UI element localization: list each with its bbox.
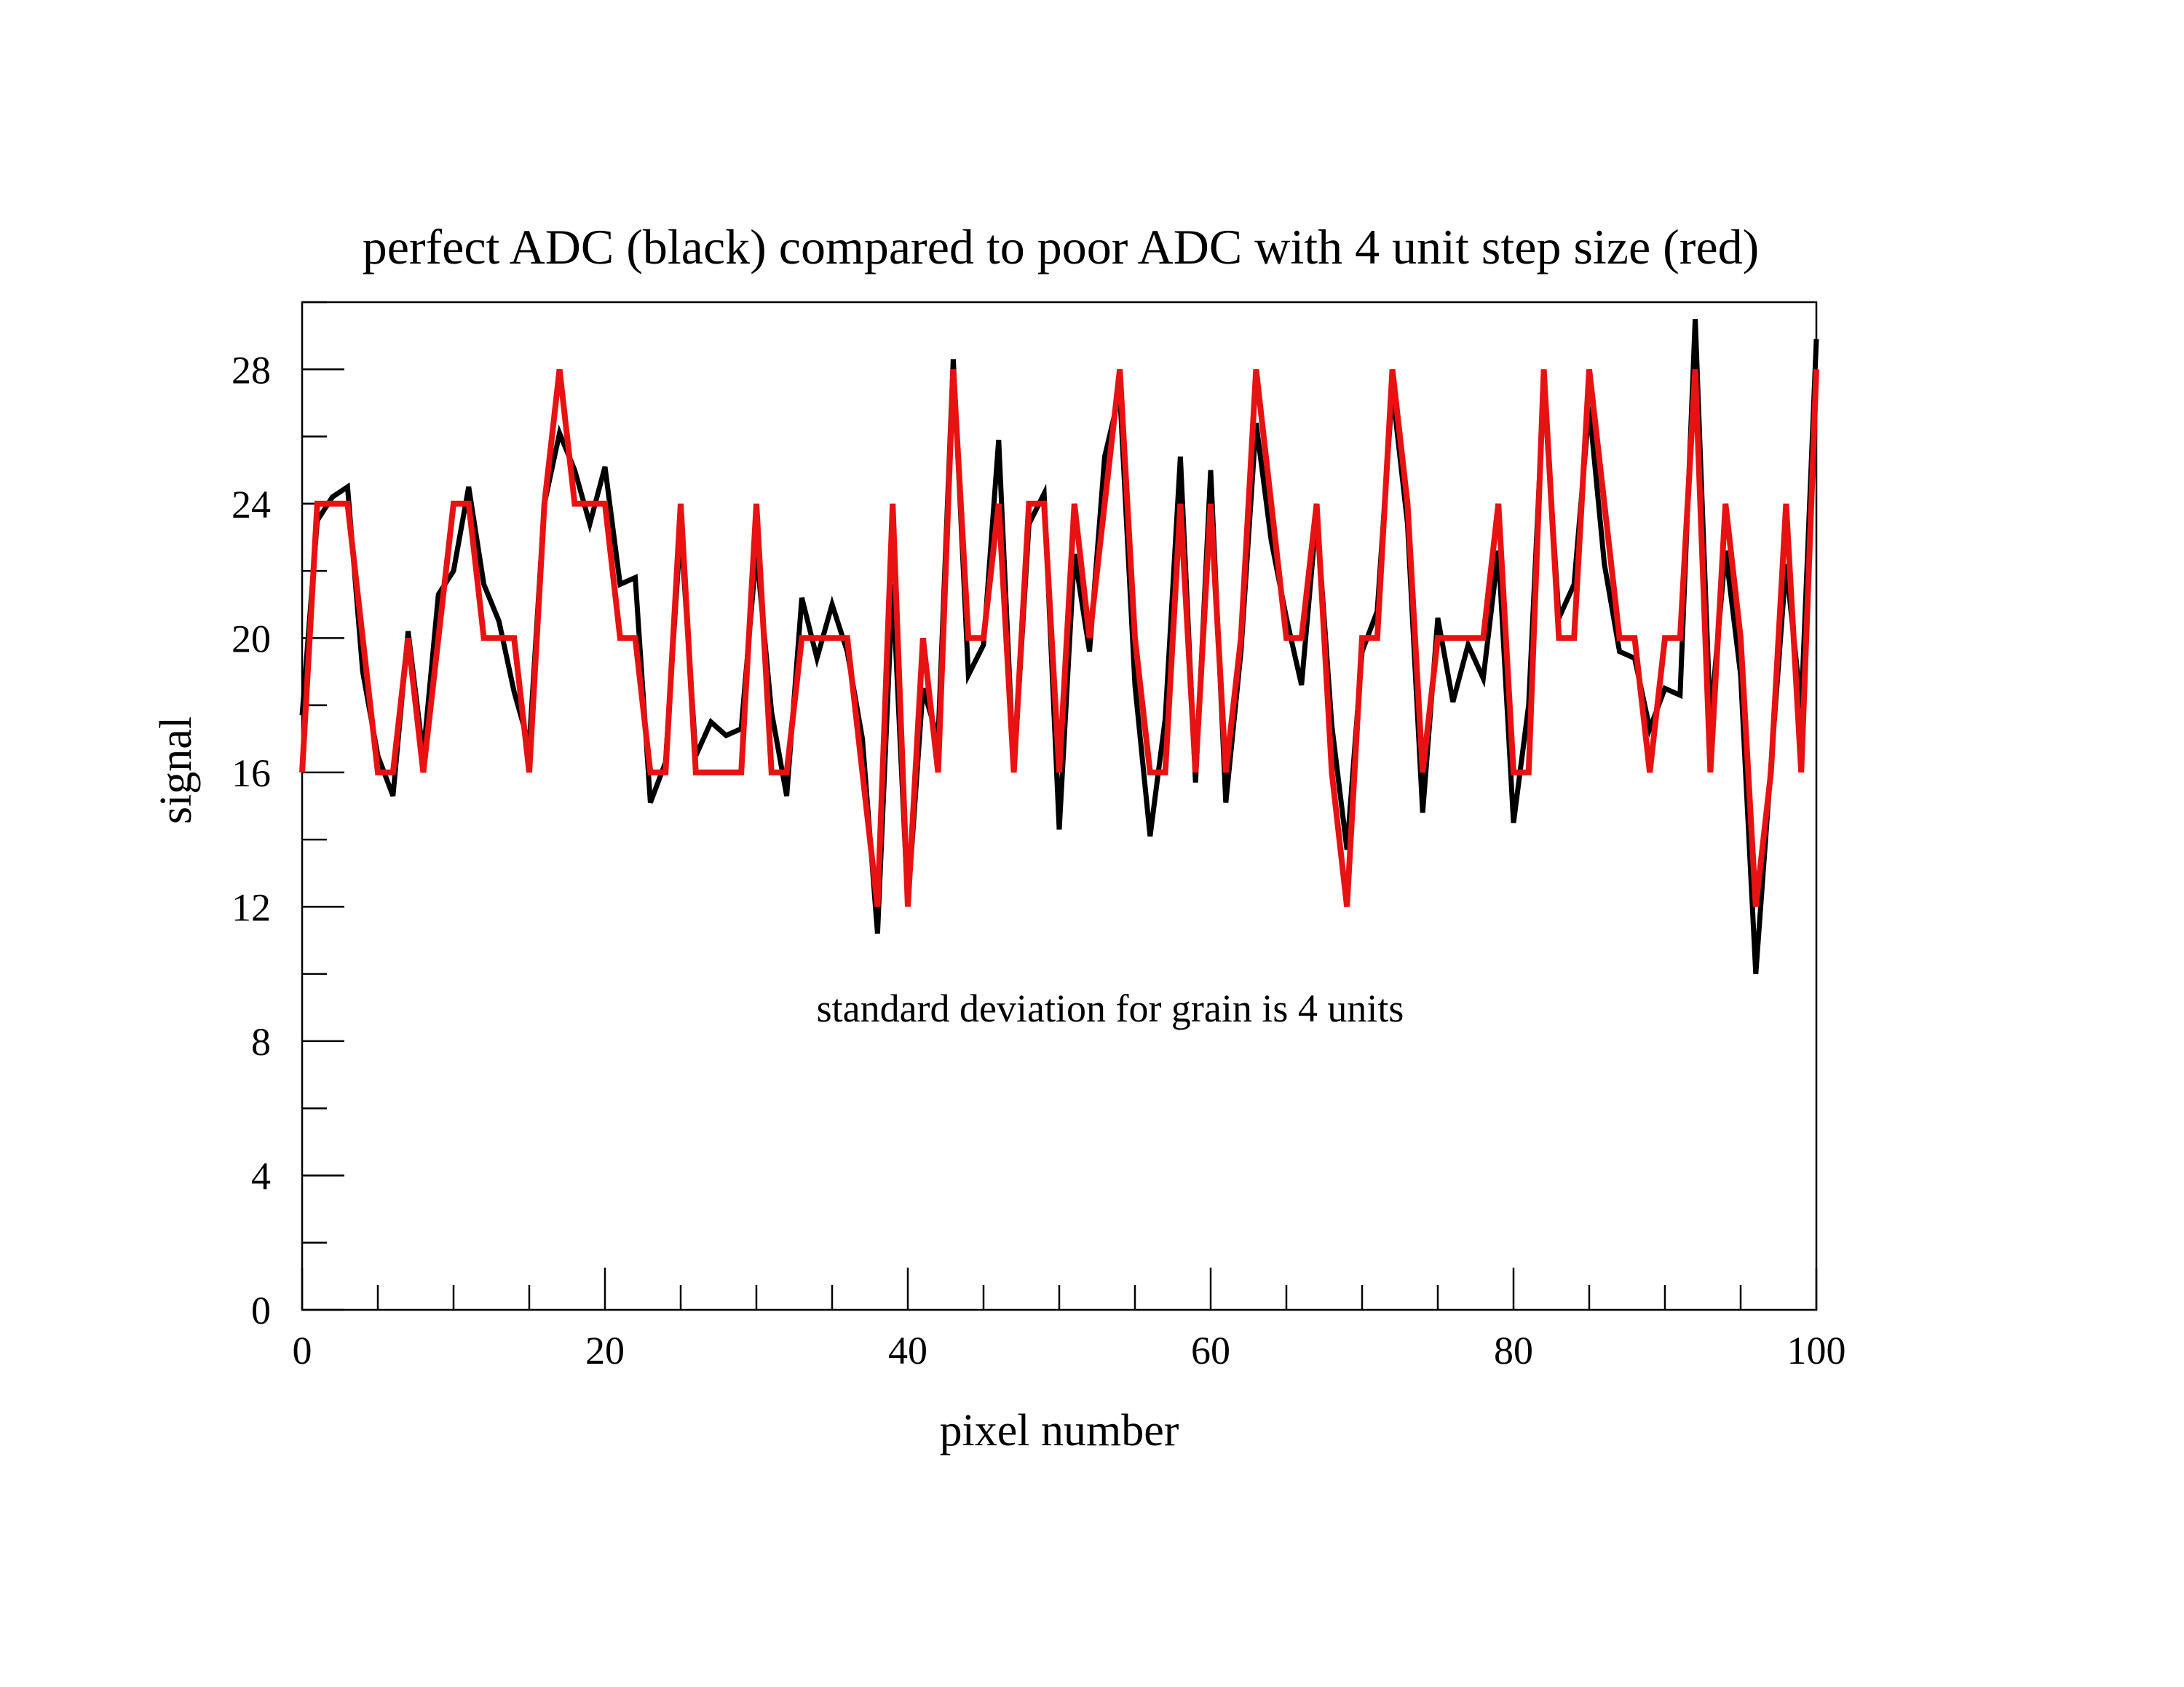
- x-axis-label: pixel number: [940, 1406, 1179, 1455]
- y-tick-label: 4: [251, 1154, 271, 1198]
- y-tick-label: 20: [232, 617, 271, 660]
- series-perfect-adc-line: [299, 318, 1819, 974]
- y-tick-label: 16: [232, 751, 271, 795]
- y-axis-label: signal: [151, 716, 201, 824]
- annotation-text: standard deviation for grain is 4 units: [817, 987, 1404, 1030]
- x-tick-label: 0: [293, 1329, 312, 1372]
- y-tick-label: 12: [232, 885, 271, 929]
- series-group: [299, 318, 1819, 974]
- y-tick-label: 8: [251, 1020, 271, 1064]
- x-tick-label: 60: [1191, 1329, 1230, 1372]
- chart-title: perfect ADC (black) compared to poor ADC…: [363, 219, 1760, 274]
- x-tick-label: 80: [1494, 1329, 1533, 1372]
- x-tick-label: 20: [585, 1329, 625, 1372]
- series-poor-adc-line: [299, 368, 1819, 907]
- y-axis-ticks: 0 4 8 12 16 20 24 28: [232, 301, 344, 1332]
- y-tick-label: 24: [232, 483, 271, 526]
- x-axis-ticks: 0 20 40 60 80 100: [293, 1268, 1846, 1372]
- x-tick-label: 40: [888, 1329, 927, 1372]
- y-tick-label: 28: [232, 348, 271, 392]
- x-tick-label: 100: [1787, 1329, 1846, 1372]
- y-tick-label: 0: [251, 1289, 271, 1332]
